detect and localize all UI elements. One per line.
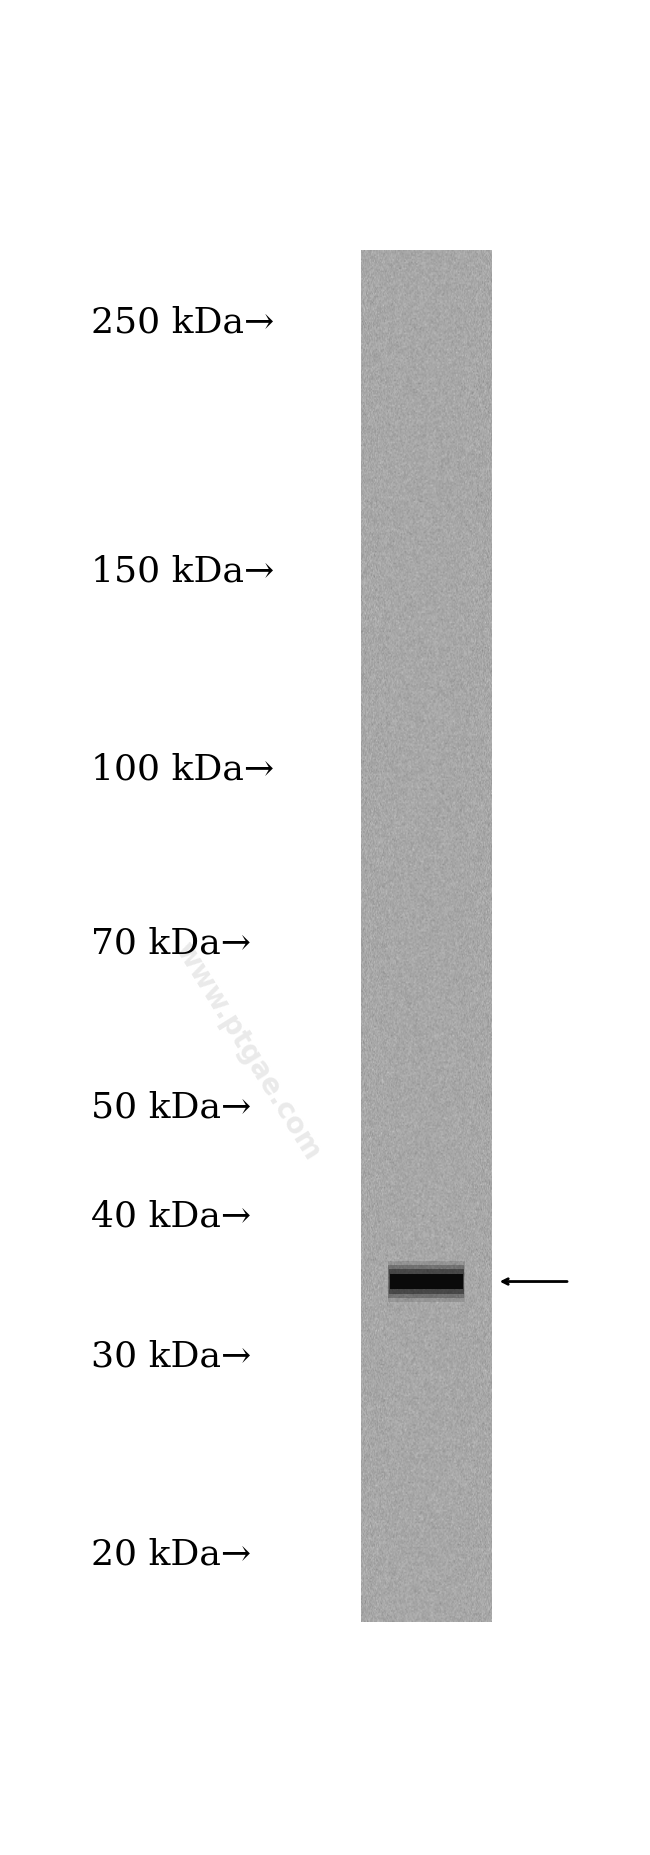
- Text: 250 kDa→: 250 kDa→: [91, 306, 274, 339]
- Text: 50 kDa→: 50 kDa→: [91, 1091, 252, 1124]
- Text: www.ptgae.com: www.ptgae.com: [169, 937, 326, 1165]
- Bar: [390, 1274, 463, 1289]
- Text: 150 kDa→: 150 kDa→: [91, 555, 274, 588]
- Text: 70 kDa→: 70 kDa→: [91, 926, 252, 961]
- Text: 40 kDa→: 40 kDa→: [91, 1200, 252, 1234]
- Text: 30 kDa→: 30 kDa→: [91, 1339, 252, 1375]
- Bar: [388, 1265, 464, 1298]
- Text: 100 kDa→: 100 kDa→: [91, 753, 274, 787]
- Bar: [389, 1269, 463, 1293]
- Text: 20 kDa→: 20 kDa→: [91, 1538, 252, 1571]
- Bar: [387, 1261, 465, 1302]
